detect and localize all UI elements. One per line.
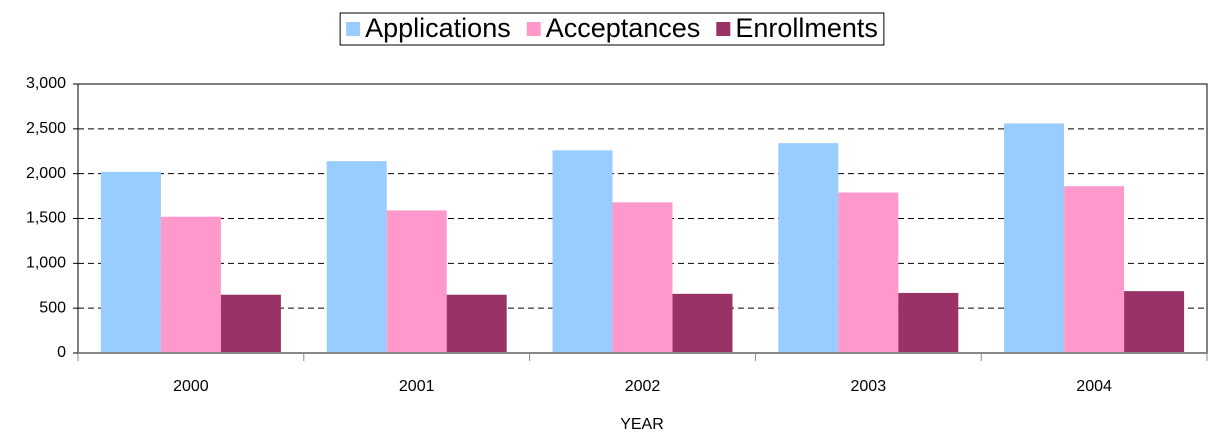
y-tick-label: 2,000 — [26, 165, 66, 182]
bar — [898, 292, 959, 353]
x-tick-label: 2001 — [399, 378, 435, 395]
x-tick-label: 2004 — [1076, 378, 1112, 395]
bar — [778, 143, 839, 353]
legend-label: Enrollments — [735, 13, 878, 43]
bar — [838, 192, 899, 353]
bar — [612, 202, 673, 353]
legend-swatch — [716, 22, 731, 36]
y-tick-label: 1,000 — [26, 255, 66, 272]
bar — [160, 216, 221, 353]
y-tick-label: 2,500 — [26, 120, 66, 137]
y-tick-label: 1,500 — [26, 210, 66, 227]
bar — [220, 294, 281, 353]
x-tick-label: 2003 — [851, 378, 887, 395]
y-tick-label: 3,000 — [26, 75, 66, 92]
legend-swatch — [346, 22, 361, 36]
legend-swatch — [526, 22, 541, 36]
x-axis-label: YEAR — [620, 416, 664, 433]
legend-label: Applications — [365, 13, 511, 43]
bar — [1064, 186, 1125, 353]
bar — [446, 294, 507, 353]
bar — [386, 210, 447, 353]
x-tick-label: 2002 — [625, 378, 661, 395]
bar — [1004, 123, 1065, 353]
bar — [326, 161, 387, 353]
bar — [1124, 291, 1185, 353]
legend-label: Acceptances — [546, 13, 701, 43]
bar — [672, 293, 733, 353]
bar — [552, 150, 613, 353]
legend: Applications Acceptances Enrollments — [339, 12, 885, 46]
legend-box — [339, 12, 885, 46]
y-tick-label: 500 — [39, 299, 66, 316]
bar — [100, 171, 161, 353]
x-tick-label: 2000 — [173, 378, 209, 395]
y-tick-label: 0 — [57, 344, 66, 361]
